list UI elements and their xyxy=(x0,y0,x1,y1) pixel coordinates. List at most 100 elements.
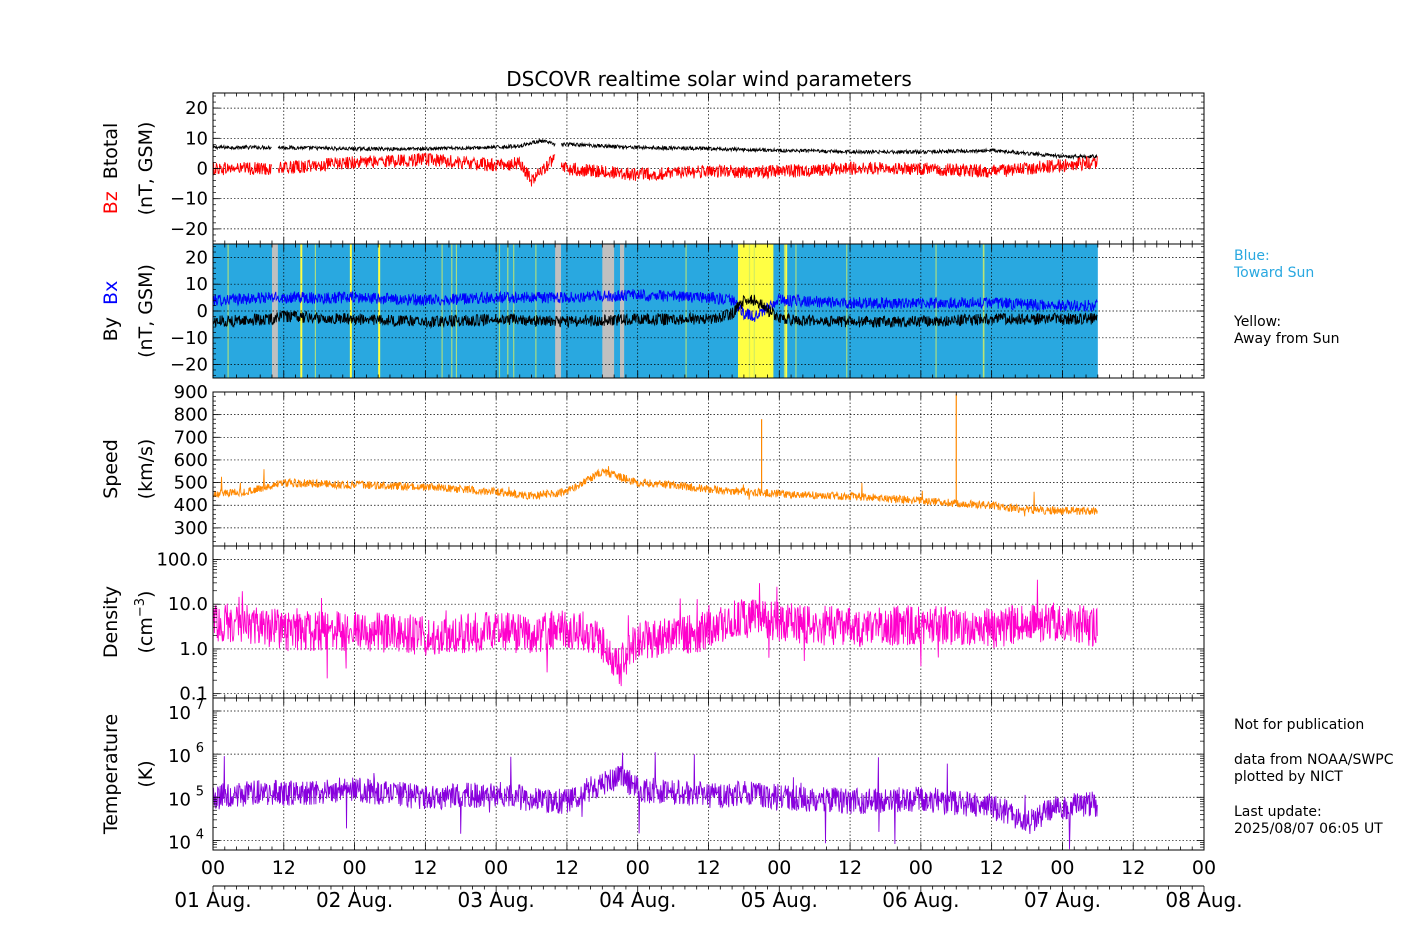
no-data-band xyxy=(620,244,625,378)
legend-yellow-label: Yellow: xyxy=(1234,314,1282,330)
y-tick-label-exponent: 7 xyxy=(196,698,204,713)
not-for-publication-note: Not for publication xyxy=(1234,717,1365,733)
panel-magnetic_total: −20 −10 0 10 20 Bz Btotal (nT, GSM) xyxy=(100,92,1205,245)
y-label-part: Btotal xyxy=(100,123,122,179)
hour-tick-label: 00 xyxy=(626,857,650,879)
data-source-note: data from NOAA/SWPC xyxy=(1234,752,1394,768)
y-tick-label: 700 xyxy=(174,427,208,448)
hour-tick-label: 12 xyxy=(555,857,579,879)
panel-temperature: 10 4 10 5 10 6 10 7 Temperature (K) xyxy=(100,697,1205,853)
y-tick-label-exponent: 4 xyxy=(196,827,204,842)
y-label-spacer xyxy=(100,179,122,191)
hour-tick-label: 00 xyxy=(909,857,933,879)
legend-yellow-desc: Away from Sun xyxy=(1234,331,1340,347)
away-from-sun-band xyxy=(513,244,515,378)
y-axis-label: Temperature (K) xyxy=(100,714,157,835)
series-by xyxy=(212,294,1098,329)
plotted-by-note: plotted by NICT xyxy=(1234,769,1343,785)
y-axis-label-line2: (K) xyxy=(135,760,157,787)
away-from-sun-band xyxy=(935,244,937,378)
y-label-part: ) xyxy=(135,591,157,598)
y-tick-label: 0 xyxy=(197,301,208,322)
y-tick-label-base: 10 xyxy=(168,789,191,810)
panel-density: 0.1 1.0 10.0 100.0 Density (cm−3) xyxy=(100,545,1205,705)
last-update-value: 2025/08/07 06:05 UT xyxy=(1234,821,1383,837)
series-speed xyxy=(212,466,1098,517)
y-tick-label: 20 xyxy=(185,98,208,119)
hour-tick-label: 00 xyxy=(484,857,508,879)
y-axis-label-line1: By Bx xyxy=(100,281,122,342)
series-bz xyxy=(212,152,1098,187)
panels: −20 −10 0 10 20 Bz Btotal (nT, GSM) −20 −10 0 10 20… xyxy=(100,92,1205,853)
y-axis-label: Speed (km/s) xyxy=(100,439,157,500)
date-label: 04 Aug. xyxy=(599,888,676,912)
hour-tick-label: 00 xyxy=(201,857,225,879)
y-tick-label: 900 xyxy=(174,382,208,403)
away-from-sun-band xyxy=(378,244,381,378)
no-data-band xyxy=(602,244,615,378)
hour-tick-label: 12 xyxy=(838,857,862,879)
panel-frame xyxy=(212,697,1205,851)
hour-tick-label: 12 xyxy=(980,857,1004,879)
y-axis-label-line1: Speed xyxy=(100,439,122,499)
away-from-sun-band xyxy=(753,244,755,378)
series-density xyxy=(212,579,1098,687)
y-tick-label: 100.0 xyxy=(156,549,208,570)
away-from-sun-band xyxy=(795,244,797,378)
legend-blue-desc: Toward Sun xyxy=(1234,265,1315,281)
away-from-sun-band xyxy=(785,244,788,378)
y-tick-label: −10 xyxy=(170,328,208,349)
y-axis-label: Density (cm−3) xyxy=(100,586,157,658)
legend-blue-label: Blue: xyxy=(1234,248,1270,264)
y-tick-label: 20 xyxy=(185,247,208,268)
y-tick-label: −20 xyxy=(170,219,208,240)
hour-tick-label: 12 xyxy=(413,857,437,879)
x-axis: 00 12 00 12 00 12 00 12 00 12 00 12 00 12 00 01 Aug. 02 … xyxy=(174,857,1242,912)
y-tick-label-exponent: 6 xyxy=(196,741,204,756)
y-tick-label: −10 xyxy=(170,189,208,210)
last-update-label: Last update: xyxy=(1234,804,1322,820)
y-axis-label-line2: (nT, GSM) xyxy=(135,264,157,358)
y-tick-label-base: 10 xyxy=(168,703,191,724)
y-tick-label: 400 xyxy=(174,495,208,516)
hour-tick-label: 00 xyxy=(767,857,791,879)
series-temperature xyxy=(212,752,1098,850)
date-label: 01 Aug. xyxy=(174,888,251,912)
y-tick-label: 0.1 xyxy=(179,684,208,705)
y-tick-label: 10 xyxy=(185,274,208,295)
chart-title: DSCOVR realtime solar wind parameters xyxy=(506,67,912,91)
hour-tick-label: 12 xyxy=(696,857,720,879)
hour-tick-label: 00 xyxy=(1050,857,1074,879)
hour-tick-label: 12 xyxy=(1121,857,1145,879)
hour-tick-label: 12 xyxy=(272,857,296,879)
y-tick-label: 0 xyxy=(197,159,208,180)
y-label-spacer xyxy=(100,305,122,317)
y-axis-label-line2: (nT, GSM) xyxy=(135,122,157,216)
date-label: 08 Aug. xyxy=(1165,888,1242,912)
y-tick-label: 500 xyxy=(174,473,208,494)
y-label-superscript: −3 xyxy=(133,598,148,617)
y-axis-label-line1: Temperature xyxy=(100,714,122,835)
y-label-part: Bx xyxy=(100,281,122,305)
date-label: 03 Aug. xyxy=(458,888,535,912)
date-label: 07 Aug. xyxy=(1024,888,1101,912)
away-from-sun-band xyxy=(455,244,458,378)
series-bx xyxy=(212,289,1098,322)
away-from-sun-band xyxy=(441,244,443,378)
y-axis-label-line1: Density xyxy=(100,586,122,658)
y-tick-label: 300 xyxy=(174,518,208,539)
y-axis-label-line1: Bz Btotal xyxy=(100,123,122,215)
y-tick-label-exponent: 5 xyxy=(196,784,204,799)
y-tick-label-base: 10 xyxy=(168,832,191,853)
y-tick-label: −20 xyxy=(170,355,208,376)
away-from-sun-band xyxy=(498,244,501,378)
y-axis-label-line2: (cm−3) xyxy=(133,591,157,654)
y-axis-label: Bz Btotal (nT, GSM) xyxy=(100,122,157,216)
y-tick-label: 10.0 xyxy=(168,594,208,615)
y-tick-label: 1.0 xyxy=(179,639,208,660)
no-data-band xyxy=(271,244,278,378)
no-data-band xyxy=(555,244,562,378)
date-label: 06 Aug. xyxy=(882,888,959,912)
